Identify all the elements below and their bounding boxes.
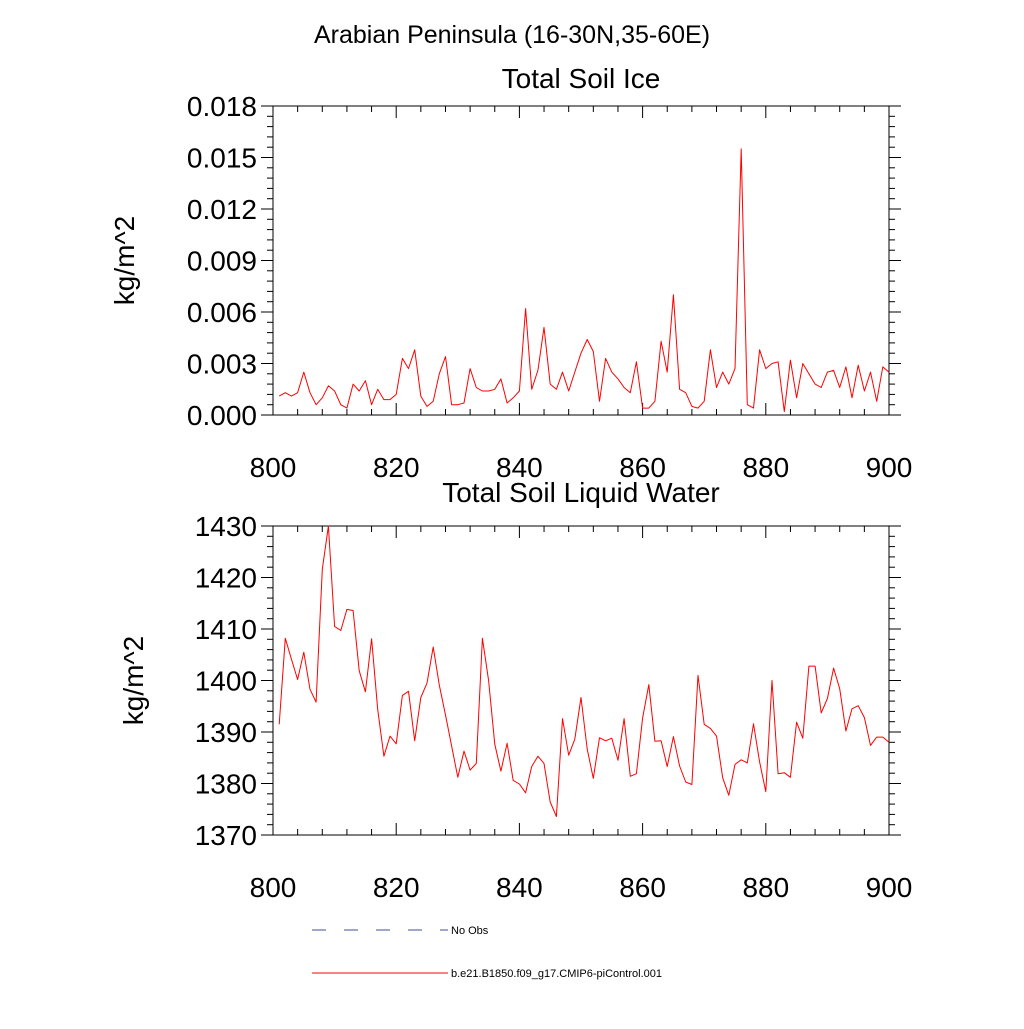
- y-axis-label: kg/m^2: [109, 216, 140, 305]
- y-tick-label: 1420: [195, 563, 257, 594]
- y-tick-label: 1430: [195, 511, 257, 542]
- legend-label: No Obs: [451, 925, 489, 937]
- x-tick-label: 800: [250, 452, 297, 483]
- legend: No Obs b.e21.B1850.f09_g17.CMIP6-piContr…: [312, 925, 662, 980]
- x-tick-label: 900: [866, 452, 913, 483]
- series-line: [278, 525, 890, 817]
- x-tick-label: 880: [742, 872, 789, 903]
- y-axis-label: kg/m^2: [118, 636, 149, 725]
- plot-frame: [272, 525, 890, 836]
- y-tick-label: 0.012: [187, 194, 257, 225]
- x-tick-label: 840: [496, 872, 543, 903]
- y-tick-label: 1380: [195, 769, 257, 800]
- plot-frame: [272, 105, 890, 416]
- page-title: Arabian Peninsula (16-30N,35-60E): [314, 21, 710, 49]
- x-tick-label: 900: [866, 872, 913, 903]
- x-tick-label: 800: [250, 872, 297, 903]
- legend-item-model-run: b.e21.B1850.f09_g17.CMIP6-piControl.001: [312, 968, 662, 980]
- chart-total-soil-ice: Total Soil Ice kg/m^2 800 820 840 860 880 900 0.…: [109, 63, 912, 483]
- x-tick-label: 820: [373, 452, 420, 483]
- y-tick-label: 0.006: [187, 297, 257, 328]
- x-tick-label: 880: [742, 452, 789, 483]
- chart-total-soil-liquid-water: Total Soil Liquid Water kg/m^2 800 820 840 86…: [118, 477, 912, 903]
- y-tick-label: 0.009: [187, 246, 257, 277]
- y-tick-label: 0.000: [187, 400, 257, 431]
- legend-label: b.e21.B1850.f09_g17.CMIP6-piControl.001: [451, 968, 662, 980]
- x-tick-label: 840: [496, 452, 543, 483]
- y-tick-label: 1370: [195, 820, 257, 851]
- x-tick-label: 860: [619, 872, 666, 903]
- x-tick-label: 820: [373, 872, 420, 903]
- x-tick-label: 860: [619, 452, 666, 483]
- y-tick-label: 1390: [195, 717, 257, 748]
- legend-item-no-obs: No Obs: [312, 925, 489, 937]
- y-tick-label: 0.003: [187, 349, 257, 380]
- chart-title: Total Soil Ice: [502, 63, 661, 94]
- chart-title: Total Soil Liquid Water: [442, 477, 720, 508]
- y-tick-label: 1410: [195, 614, 257, 645]
- y-tick-label: 1400: [195, 666, 257, 697]
- y-tick-label: 0.018: [187, 91, 257, 122]
- series-line: [278, 148, 890, 413]
- y-tick-label: 0.015: [187, 143, 257, 174]
